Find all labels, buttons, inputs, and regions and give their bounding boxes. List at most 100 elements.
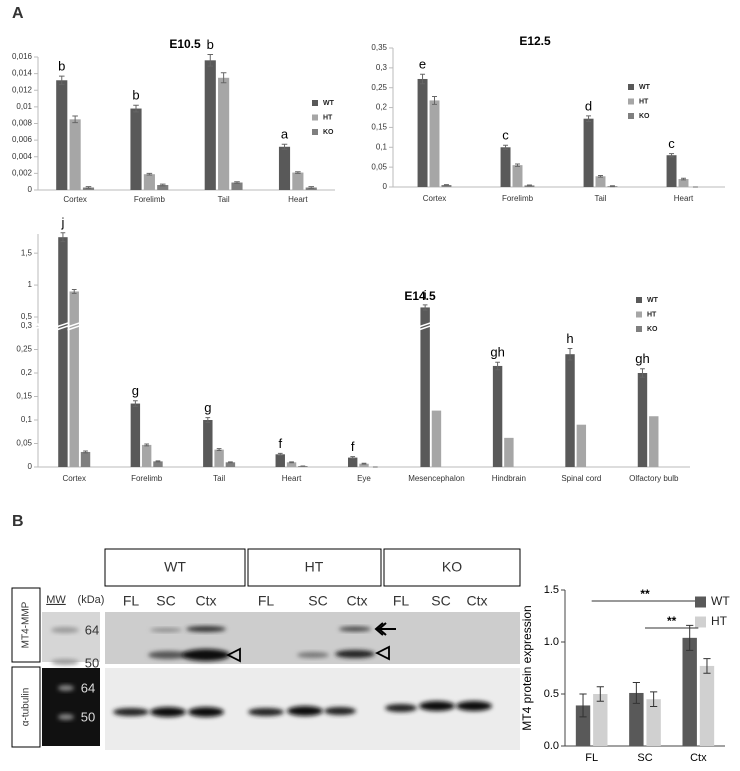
bar xyxy=(204,60,216,191)
panel-label: A xyxy=(12,5,24,22)
error-bar xyxy=(669,153,675,158)
bar xyxy=(203,420,213,467)
bar xyxy=(583,118,594,187)
error-bar xyxy=(133,400,138,407)
bar xyxy=(595,176,606,187)
x-tick-label: Cortex xyxy=(63,195,87,204)
x-tick-label: Tail xyxy=(213,474,225,483)
error-bar xyxy=(289,461,294,464)
y-tick-label: 0,35 xyxy=(371,43,387,52)
blot-band xyxy=(339,626,371,632)
error-bar xyxy=(443,184,449,186)
group-label: KO xyxy=(442,559,462,575)
x-tick-label: Forelimb xyxy=(502,194,534,203)
bar xyxy=(225,462,236,467)
marker-blot xyxy=(42,612,100,662)
legend-swatch xyxy=(628,84,634,90)
bar xyxy=(130,403,141,467)
legend-label: KO xyxy=(639,113,650,120)
error-bar xyxy=(432,95,437,105)
y-tick-label: 0 xyxy=(28,185,33,194)
bar xyxy=(58,237,68,467)
legend-swatch xyxy=(636,326,642,332)
bar xyxy=(500,147,511,187)
legend-swatch xyxy=(636,311,642,318)
bar xyxy=(278,146,291,190)
x-tick-label: Cortex xyxy=(62,474,86,483)
lane-label: Ctx xyxy=(196,593,217,609)
x-tick-label: SC xyxy=(637,752,652,764)
blot-band xyxy=(324,707,356,715)
y-tick-label: 1 xyxy=(28,280,33,289)
y-tick-label: 0,016 xyxy=(12,52,33,61)
lane-label: SC xyxy=(308,593,327,609)
y-tick-label: 0,1 xyxy=(376,142,388,151)
y-tick-label: 0,05 xyxy=(371,162,387,171)
y-tick-label: 0,01 xyxy=(16,102,32,111)
y-tick-label: 1,5 xyxy=(21,248,33,257)
group-box xyxy=(247,548,382,587)
bar xyxy=(292,172,304,190)
legend-label: HT xyxy=(711,614,728,628)
bar xyxy=(69,291,79,467)
marker-band xyxy=(58,685,74,691)
y-tick-label: 0,05 xyxy=(16,439,32,448)
bar xyxy=(576,424,587,467)
marker-blot xyxy=(42,668,100,746)
blot-band xyxy=(186,626,226,632)
x-tick-label: Heart xyxy=(288,195,308,204)
y-tick-label: 0,25 xyxy=(16,345,32,354)
bar xyxy=(593,694,608,746)
bar xyxy=(359,463,369,467)
chart-title: E10.5 xyxy=(169,37,201,51)
bar xyxy=(69,119,81,190)
marker-band xyxy=(51,627,79,633)
lane-label: SC xyxy=(156,593,175,609)
bar xyxy=(441,185,452,187)
bar xyxy=(492,365,503,467)
y-tick-label: 0,5 xyxy=(21,312,33,321)
row-label: MT4-MMP xyxy=(21,601,32,648)
significance-letter: i xyxy=(424,287,427,302)
error-bar xyxy=(144,443,150,447)
y-tick-label: 1.0 xyxy=(544,636,559,648)
y-tick-label: 0,014 xyxy=(12,69,33,78)
error-bar xyxy=(281,143,288,150)
error-bar xyxy=(308,186,315,189)
x-tick-label: Forelimb xyxy=(131,474,163,483)
unit-label: (kDa) xyxy=(78,594,105,606)
bar xyxy=(429,100,440,187)
x-tick-label: Tail xyxy=(218,195,230,204)
group-label: WT xyxy=(164,559,186,575)
error-bar xyxy=(681,177,686,181)
legend-swatch xyxy=(628,98,634,105)
y-tick-label: 0,3 xyxy=(21,321,33,330)
x-tick-label: Mesencephalon xyxy=(408,474,464,483)
blot-band xyxy=(248,708,284,716)
legend-label: HT xyxy=(639,98,649,105)
legend-label: WT xyxy=(323,100,335,107)
blot-band xyxy=(182,649,230,661)
legend-label: WT xyxy=(711,594,730,608)
blot-band xyxy=(113,708,149,716)
lane-label: Ctx xyxy=(347,593,368,609)
legend-label: WT xyxy=(647,297,659,304)
chart-title: E14.5 xyxy=(404,289,436,303)
y-tick-label: 0.0 xyxy=(544,740,559,752)
bar xyxy=(431,410,442,467)
row-label-box xyxy=(11,666,41,748)
significance-letter: gh xyxy=(635,351,649,366)
bar xyxy=(275,454,285,467)
mw-label: MW xyxy=(46,594,66,606)
error-bar xyxy=(567,348,573,361)
significance-letter: f xyxy=(278,436,282,451)
marker-label: 64 xyxy=(85,622,99,637)
blot-band xyxy=(456,701,492,711)
error-bar xyxy=(503,144,509,150)
error-bar xyxy=(350,456,356,460)
error-bar xyxy=(277,452,283,456)
blot-band xyxy=(150,628,182,632)
bar xyxy=(153,461,163,467)
blot-band xyxy=(287,706,323,716)
y-tick-label: 0,2 xyxy=(21,368,33,377)
